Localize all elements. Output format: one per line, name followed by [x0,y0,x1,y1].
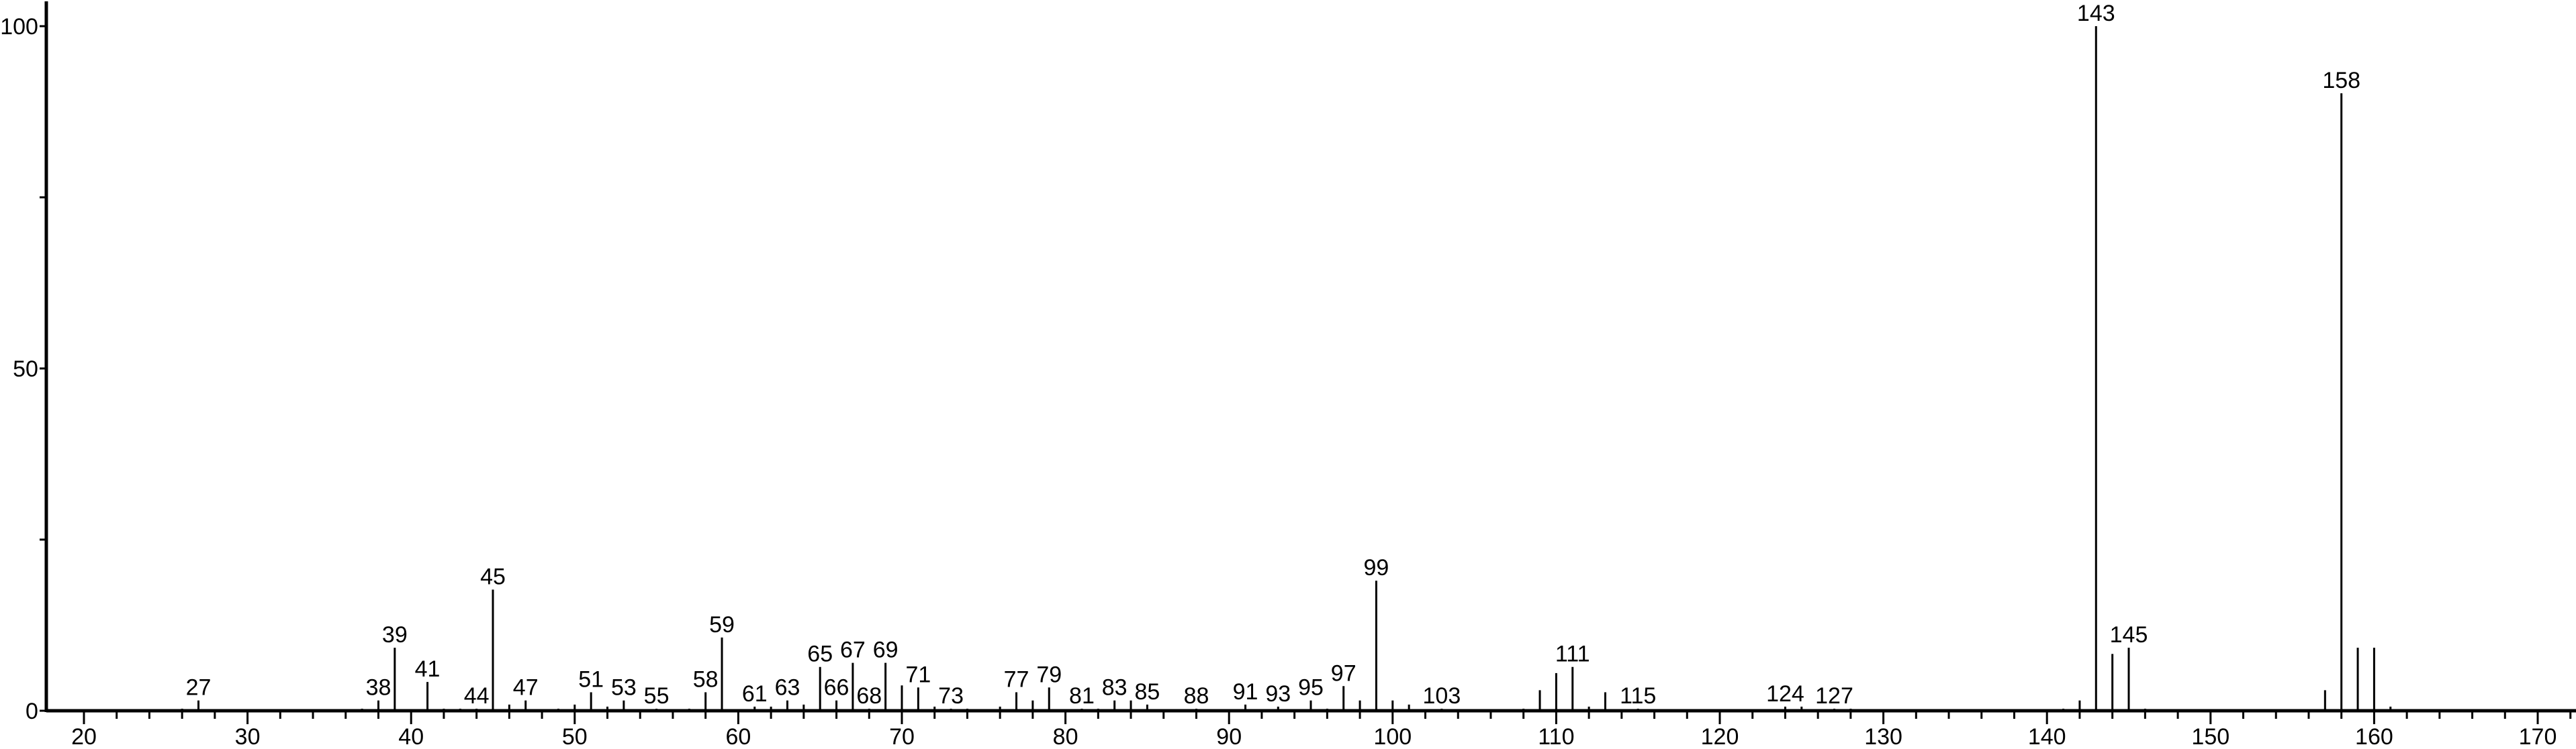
peak-label: 111 [1555,642,1590,667]
peak-label: 41 [415,656,441,682]
x-tick-label: 160 [2355,724,2393,749]
peak-label: 158 [2322,68,2360,93]
peak-label: 67 [840,638,866,663]
x-tick-label: 20 [71,724,97,749]
peak-label: 45 [480,564,506,589]
peak-label: 77 [1004,666,1029,692]
peak-label: 71 [905,662,931,687]
x-tick-label: 130 [1864,724,1902,749]
x-tick-label: 170 [2519,724,2557,749]
peak-label: 47 [513,675,539,701]
peak-label: 79 [1036,662,1062,687]
peak-label: 85 [1134,679,1160,705]
y-tick-label: 100 [0,14,38,40]
x-tick-label: 100 [1373,724,1412,749]
peak-label: 38 [366,675,392,701]
peak-label: 81 [1069,683,1095,709]
x-tick-label: 140 [2028,724,2066,749]
peak-labels: 27 38 39 41 44 45 47 51 53 55 58 59 61 63 65 66 67 68 6971… [186,1,2360,709]
peak-label: 83 [1102,675,1128,701]
peak-label: 145 [2110,622,2148,648]
x-tick-label: 50 [562,724,588,749]
peak-label: 69 [873,638,899,663]
peak-label: 95 [1298,675,1324,701]
peak-label: 27 [186,675,212,701]
x-tick-label: 30 [235,724,261,749]
peak-label: 93 [1265,681,1291,707]
x-tick-label: 60 [725,724,751,749]
peak-label: 58 [693,666,719,692]
x-tick-label: 90 [1216,724,1242,749]
peak-label: 91 [1233,679,1258,705]
peak-label: 103 [1423,683,1461,709]
peak-label: 53 [611,675,637,701]
peak-label: 73 [938,683,964,709]
peak-label: 143 [2077,1,2115,26]
peak-label: 68 [856,683,882,709]
peaks [181,26,2392,711]
peak-label: 88 [1184,683,1209,709]
x-tick-label: 120 [1701,724,1739,749]
peak-label: 39 [382,622,408,648]
y-tick-label: 0 [26,699,38,724]
peak-label: 65 [807,642,833,667]
x-tick-label: 150 [2191,724,2229,749]
peak-label: 97 [1331,660,1356,686]
peak-label: 127 [1815,683,1853,709]
peak-label: 44 [464,683,490,709]
peak-label: 99 [1364,555,1389,581]
peak-label: 66 [824,675,849,701]
y-tick-label: 50 [13,356,38,382]
x-tick-label: 70 [889,724,915,749]
x-tick-label: 80 [1053,724,1078,749]
peak-label: 61 [742,681,768,707]
x-tick-label: 110 [1538,724,1574,749]
peak-label: 115 [1620,683,1656,709]
peak-label: 51 [578,666,604,692]
peak-label: 59 [709,612,735,638]
peak-label: 55 [644,683,670,709]
x-tick-label: 40 [398,724,424,749]
peak-label: 63 [775,675,800,701]
peak-label: 124 [1766,681,1804,707]
